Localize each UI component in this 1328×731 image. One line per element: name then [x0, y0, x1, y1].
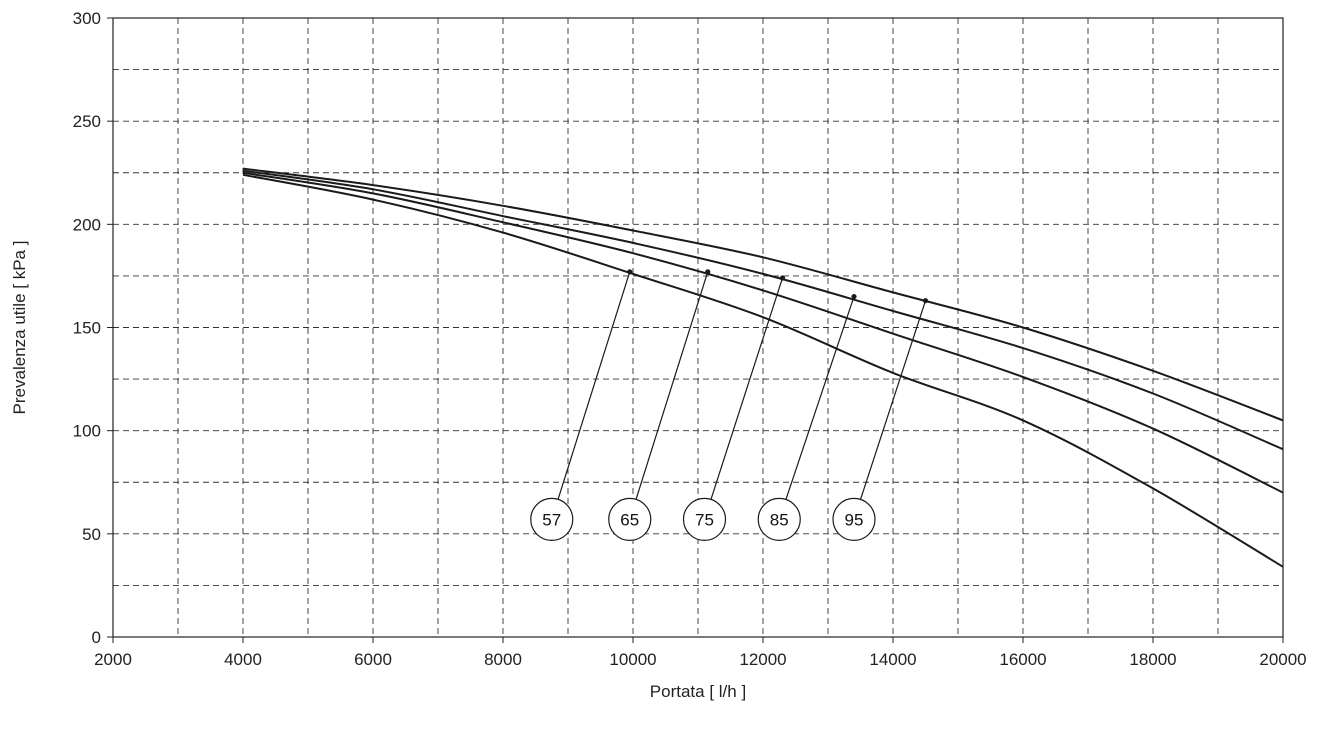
- series-line-75: [242, 169, 1284, 451]
- x-tick-label: 16000: [999, 650, 1046, 669]
- bubble-label-95: 95: [845, 510, 864, 529]
- leader-line-95: [859, 300, 927, 500]
- y-tick-label: 50: [82, 525, 101, 544]
- bubble-57: [530, 497, 574, 541]
- marker-dot-85: [851, 293, 857, 300]
- series-line-57: [242, 173, 1284, 568]
- x-tick-label: 4000: [224, 650, 262, 669]
- x-axis-label: Portata [ l/h ]: [650, 682, 746, 701]
- y-tick-label: 200: [73, 215, 101, 234]
- marker-dot-65: [705, 269, 711, 275]
- bubble-label-75: 75: [695, 510, 714, 529]
- y-tick-label: 150: [73, 319, 101, 338]
- x-tick-label: 6000: [354, 650, 392, 669]
- y-axis-label: Prevalenza utile [ kPa ]: [10, 241, 29, 415]
- series-line-85: [242, 167, 1284, 422]
- leader-line-85: [785, 296, 855, 500]
- x-tick-label: 8000: [484, 650, 522, 669]
- bubble-95: [832, 497, 876, 541]
- leader-line-75: [710, 277, 784, 500]
- marker-dot-57: [627, 269, 633, 275]
- bubble-label-85: 85: [770, 510, 789, 529]
- bubble-label-57: 57: [542, 510, 561, 529]
- bubble-75: [682, 497, 727, 541]
- marker-dot-95: [922, 298, 929, 304]
- bubble-group: 57 65 75 85 95: [530, 269, 929, 541]
- x-tick-labels: 2000 4000 6000 8000 10000 12000 14000 16000 1800…: [94, 637, 1307, 669]
- y-tick-label: 250: [73, 112, 101, 131]
- y-tick-label: 100: [73, 422, 101, 441]
- x-tick-label: 20000: [1259, 650, 1306, 669]
- bubble-65: [608, 497, 652, 541]
- grid: [113, 18, 1283, 637]
- x-tick-label: 12000: [739, 650, 786, 669]
- leader-line-57: [557, 271, 631, 500]
- bubble-label-65: 65: [620, 510, 639, 529]
- x-tick-label: 2000: [94, 650, 132, 669]
- series-group: [242, 167, 1284, 568]
- y-tick-label: 300: [73, 9, 101, 28]
- x-tick-label: 18000: [1129, 650, 1176, 669]
- y-tick-labels: 0 50 100 150 200 250 300: [73, 9, 113, 647]
- x-tick-label: 10000: [609, 650, 656, 669]
- series-line-65: [242, 171, 1284, 494]
- leader-line-65: [635, 271, 709, 500]
- marker-dot-75: [779, 275, 786, 281]
- x-tick-label: 14000: [869, 650, 916, 669]
- bubble-85: [757, 497, 801, 541]
- y-tick-label: 0: [92, 628, 101, 647]
